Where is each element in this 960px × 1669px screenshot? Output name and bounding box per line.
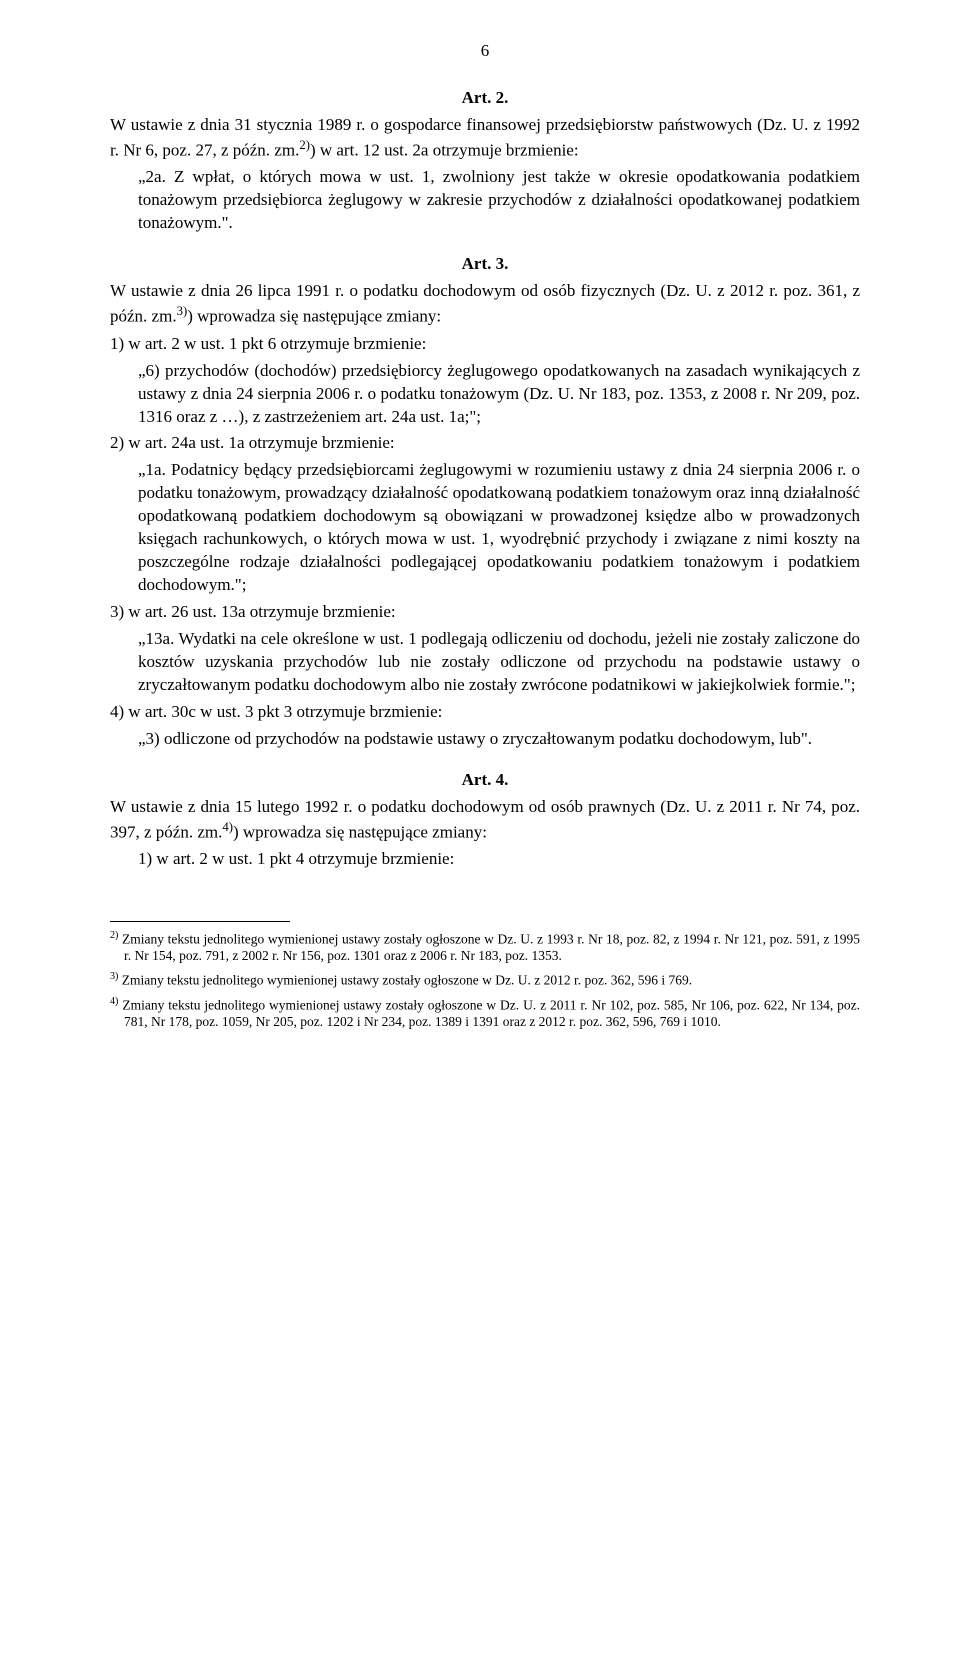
art2-para1-b: ) w art. 12 ust. 2a otrzymuje brzmienie: — [310, 140, 579, 159]
art3-item1-lead: 1) w art. 2 w ust. 1 pkt 6 otrzymuje brz… — [110, 333, 860, 356]
footnote-2-text: Zmiany tekstu jednolitego wymienionej us… — [118, 932, 860, 964]
art2-quote: „2a. Z wpłat, o których mowa w ust. 1, z… — [110, 166, 860, 235]
art3-intro-b: ) wprowadza się następujące zmiany: — [187, 307, 441, 326]
art3-item3-lead: 3) w art. 26 ust. 13a otrzymuje brzmieni… — [110, 601, 860, 624]
art2-para1-sup: 2) — [299, 138, 310, 152]
art3-item2-lead: 2) w art. 24a ust. 1a otrzymuje brzmieni… — [110, 432, 860, 455]
footnote-3: 3) Zmiany tekstu jednolitego wymienionej… — [110, 971, 860, 989]
footnote-4: 4) Zmiany tekstu jednolitego wymienionej… — [110, 996, 860, 1031]
art4-item1: 1) w art. 2 w ust. 1 pkt 4 otrzymuje brz… — [110, 848, 860, 871]
art3-item4-lead: 4) w art. 30c w ust. 3 pkt 3 otrzymuje b… — [110, 701, 860, 724]
art3-item4-quote: „3) odliczone od przychodów na podstawie… — [110, 728, 860, 751]
art4-intro-b: ) wprowadza się następujące zmiany: — [233, 822, 487, 841]
art3-item2-quote: „1a. Podatnicy będący przedsiębiorcami ż… — [110, 459, 860, 597]
footnote-2: 2) Zmiany tekstu jednolitego wymienionej… — [110, 930, 860, 965]
art3-heading: Art. 3. — [110, 253, 860, 276]
art3-intro-sup: 3) — [177, 304, 188, 318]
document-page: 6 Art. 2. W ustawie z dnia 31 stycznia 1… — [0, 0, 960, 1097]
art3-item1-quote: „6) przychodów (dochodów) przedsiębiorcy… — [110, 360, 860, 429]
art4-intro-sup: 4) — [222, 820, 233, 834]
art4-heading: Art. 4. — [110, 769, 860, 792]
footnote-4-text: Zmiany tekstu jednolitego wymienionej us… — [118, 997, 860, 1029]
art2-heading: Art. 2. — [110, 87, 860, 110]
art3-intro: W ustawie z dnia 26 lipca 1991 r. o poda… — [110, 280, 860, 329]
footnote-3-text: Zmiany tekstu jednolitego wymienionej us… — [118, 973, 692, 988]
footnote-separator — [110, 921, 290, 922]
art4-intro: W ustawie z dnia 15 lutego 1992 r. o pod… — [110, 796, 860, 845]
art3-item3-quote: „13a. Wydatki na cele określone w ust. 1… — [110, 628, 860, 697]
art2-para1: W ustawie z dnia 31 stycznia 1989 r. o g… — [110, 114, 860, 163]
page-number: 6 — [110, 40, 860, 63]
